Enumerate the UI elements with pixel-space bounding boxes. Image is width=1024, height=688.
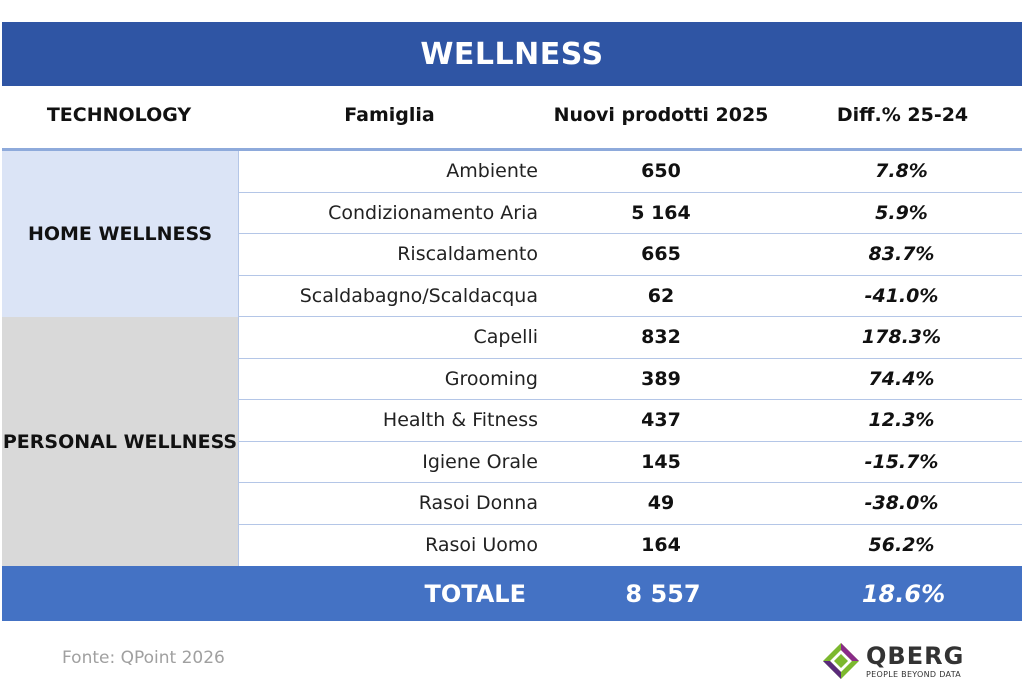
column-divider: [238, 151, 239, 566]
nuovi-cell: 145: [641, 450, 681, 473]
table-body: Ambiente 650 7.8% Condizionamento Aria 5…: [238, 151, 1022, 566]
total-diff: 18.6%: [861, 579, 946, 608]
famiglia-cell: Health & Fitness: [382, 409, 538, 432]
header-divider: [2, 148, 1022, 151]
famiglia-cell: Igiene Orale: [422, 450, 538, 473]
qberg-logo: QBERG PEOPLE BEYOND DATA: [822, 640, 972, 682]
diff-cell: 7.8%: [875, 160, 928, 183]
nuovi-cell: 437: [641, 409, 681, 432]
table-row: Condizionamento Aria 5 164 5.9%: [238, 193, 1022, 234]
table-row: Rasoi Donna 49 -38.0%: [238, 483, 1022, 525]
famiglia-cell: Rasoi Uomo: [425, 534, 538, 557]
diff-cell: 56.2%: [868, 534, 935, 557]
logo-tagline: PEOPLE BEYOND DATA: [866, 670, 962, 679]
source-note: Fonte: QPoint 2026: [62, 648, 225, 668]
table-row: Riscaldamento 665 83.7%: [238, 234, 1022, 276]
table-row: Ambiente 650 7.8%: [238, 151, 1022, 193]
header-nuovi-prodotti: Nuovi prodotti 2025: [553, 104, 769, 126]
nuovi-cell: 62: [647, 284, 675, 307]
table-title: WELLNESS: [2, 22, 1022, 86]
diff-cell: -38.0%: [864, 492, 939, 515]
table-row: Igiene Orale 145 -15.7%: [238, 442, 1022, 483]
nuovi-cell: 832: [641, 326, 681, 349]
diff-cell: -15.7%: [864, 450, 939, 473]
table-row: Capelli 832 178.3%: [238, 317, 1022, 359]
total-row: TOTALE 8 557 18.6%: [2, 566, 1022, 621]
group-home-wellness: HOME WELLNESS: [2, 151, 238, 317]
diff-cell: 12.3%: [868, 409, 935, 432]
nuovi-cell: 49: [647, 492, 675, 515]
diff-cell: 74.4%: [868, 367, 935, 390]
famiglia-cell: Capelli: [473, 326, 539, 349]
header-diff: Diff.% 25-24: [836, 104, 969, 126]
famiglia-cell: Ambiente: [446, 160, 538, 183]
nuovi-cell: 650: [641, 160, 681, 183]
nuovi-cell: 389: [641, 367, 681, 390]
nuovi-cell: 5 164: [631, 201, 691, 224]
diff-cell: 5.9%: [875, 201, 928, 224]
famiglia-cell: Scaldabagno/Scaldacqua: [299, 284, 538, 307]
group-personal-wellness: PERSONAL WELLNESS: [2, 317, 238, 566]
table-row: Scaldabagno/Scaldacqua 62 -41.0%: [238, 276, 1022, 317]
total-label: TOTALE: [424, 579, 526, 608]
diff-cell: 178.3%: [861, 326, 942, 349]
famiglia-cell: Condizionamento Aria: [328, 201, 538, 224]
diff-cell: -41.0%: [864, 284, 939, 307]
total-nuovi: 8 557: [625, 579, 701, 608]
header-technology: TECHNOLOGY: [46, 104, 192, 126]
diff-cell: 83.7%: [868, 243, 935, 266]
table-row: Rasoi Uomo 164 56.2%: [238, 525, 1022, 567]
table-row: Health & Fitness 437 12.3%: [238, 400, 1022, 442]
qberg-diamond-logo-icon: [823, 643, 859, 679]
famiglia-cell: Grooming: [444, 367, 538, 390]
nuovi-cell: 665: [641, 243, 681, 266]
nuovi-cell: 164: [641, 534, 681, 557]
table-row: Grooming 389 74.4%: [238, 359, 1022, 400]
header-famiglia: Famiglia: [344, 104, 435, 126]
logo-brand: QBERG: [866, 642, 965, 670]
famiglia-cell: Rasoi Donna: [418, 492, 538, 515]
famiglia-cell: Riscaldamento: [397, 243, 538, 266]
